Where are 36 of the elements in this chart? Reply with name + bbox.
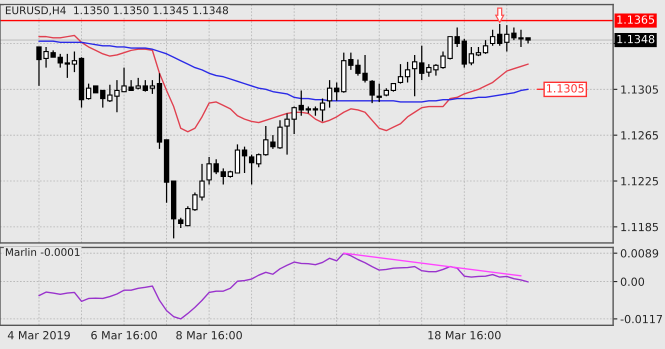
- y-tick-label: 0.00: [620, 278, 644, 286]
- candlestick: [369, 80, 375, 104]
- ref-line-label: 1.1365: [617, 15, 654, 24]
- y-tick-label: 1.1265: [621, 131, 658, 140]
- candlestick: [404, 61, 410, 84]
- candlestick: [277, 120, 283, 150]
- candlestick: [234, 144, 240, 174]
- candlestick: [440, 50, 446, 70]
- candlestick: [376, 82, 382, 103]
- candlestick: [518, 29, 524, 48]
- candlestick: [36, 46, 42, 87]
- x-tick-label: 6 Mar 16:00: [91, 331, 157, 340]
- chart-title: EURUSD,H4 1.1350 1.1350 1.1345 1.1348: [6, 6, 228, 16]
- candlestick: [355, 58, 361, 76]
- x-tick-label: 8 Mar 16:00: [176, 331, 242, 340]
- line-series: [38, 40, 529, 103]
- y-tick-label: 1.1225: [621, 176, 658, 186]
- candlestick: [114, 80, 120, 113]
- y-tick-label: -0.0117: [620, 314, 662, 324]
- chart-title: Marlin -0.0001: [6, 248, 80, 256]
- x-tick-label: 18 Mar 16:00: [428, 331, 501, 340]
- candlestick: [242, 146, 248, 174]
- candlestick: [482, 39, 488, 54]
- ref-line-label: 1.1348: [617, 34, 654, 44]
- candlestick: [398, 64, 404, 84]
- candlestick: [476, 46, 482, 57]
- candlestick: [362, 54, 368, 84]
- y-tick-label: 1.1305: [621, 85, 658, 94]
- candlestick: [199, 163, 205, 202]
- candlestick: [320, 98, 326, 122]
- line-series: [38, 34, 529, 132]
- y-tick-label: 0.0089: [620, 249, 658, 258]
- candlestick: [121, 66, 127, 92]
- y-tick-label: 1.1185: [621, 222, 658, 232]
- x-tick-label: 4 Mar 2019: [8, 331, 70, 340]
- text: 1.1305: [547, 84, 584, 93]
